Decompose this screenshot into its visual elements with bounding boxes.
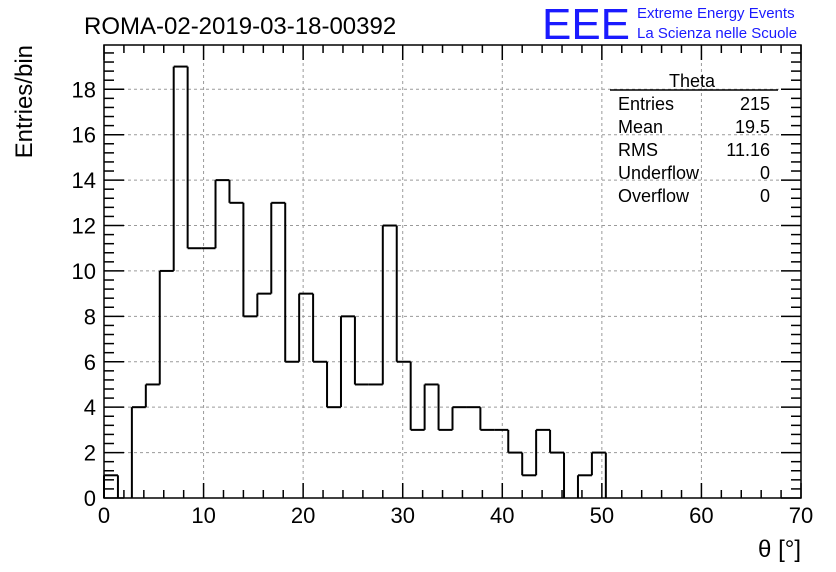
stats-box: Theta Entries 215 Mean 19.5 RMS 11.16 Un… <box>610 71 778 206</box>
y-tick-label: 2 <box>84 441 96 466</box>
x-tick-label: 60 <box>689 503 713 528</box>
x-tick-label: 20 <box>291 503 315 528</box>
stats-value-overflow: 0 <box>760 186 770 206</box>
y-tick-label: 14 <box>72 168 96 193</box>
plot-frame <box>103 44 802 499</box>
x-tick-label: 70 <box>789 503 813 528</box>
logo-line-2: La Scienza nelle Scuole <box>637 25 797 42</box>
x-tick-label: 50 <box>590 503 614 528</box>
x-tick-label: 0 <box>98 503 110 528</box>
y-tick-label: 16 <box>72 123 96 148</box>
logo-line-1: Extreme Energy Events <box>637 5 795 22</box>
x-axis-label: θ [°] <box>758 536 801 563</box>
stats-label-mean: Mean <box>618 117 663 137</box>
y-tick-label: 18 <box>72 77 96 102</box>
stats-label-rms: RMS <box>618 140 658 160</box>
y-axis-label: Entries/bin <box>11 45 38 158</box>
stats-value-rms: 11.16 <box>726 140 770 160</box>
stats-box-title: Theta <box>669 71 716 91</box>
chart-title: ROMA-02-2019-03-18-00392 <box>84 13 396 40</box>
stats-value-entries: 215 <box>740 94 770 114</box>
stats-label-entries: Entries <box>618 94 674 114</box>
x-tick-label: 30 <box>390 503 414 528</box>
y-tick-label: 12 <box>72 214 96 239</box>
y-tick-label: 0 <box>84 486 96 511</box>
stats-label-underflow: Underflow <box>618 163 700 183</box>
x-tick-label: 10 <box>191 503 215 528</box>
stats-label-overflow: Overflow <box>618 186 690 206</box>
stats-value-mean: 19.5 <box>735 117 770 137</box>
logo-mark: EEE <box>542 0 630 49</box>
y-tick-label: 6 <box>84 350 96 375</box>
y-tick-label: 10 <box>72 259 96 284</box>
y-tick-label: 4 <box>84 395 96 420</box>
y-tick-label: 8 <box>84 304 96 329</box>
x-tick-label: 40 <box>490 503 514 528</box>
stats-value-underflow: 0 <box>760 163 770 183</box>
histogram-series <box>103 65 607 498</box>
axis-tick-labels: 0 10 20 30 40 50 60 70 0 2 4 6 8 10 12 14 16 18 <box>72 77 814 528</box>
